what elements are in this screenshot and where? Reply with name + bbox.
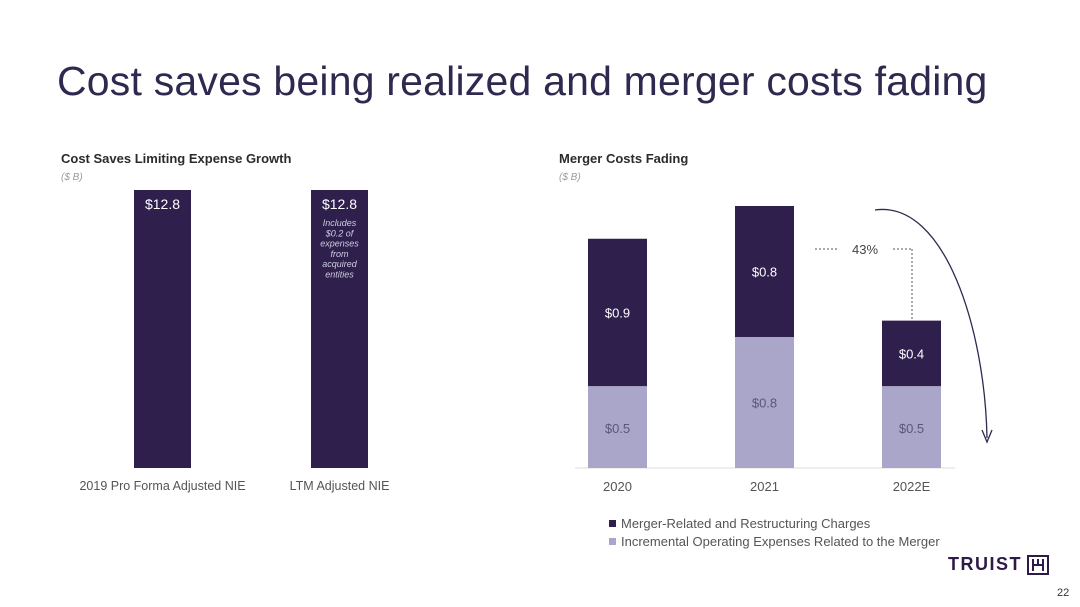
legend-item-incremental-expenses: Incremental Operating Expenses Related t… xyxy=(609,532,940,550)
legend-label: Incremental Operating Expenses Related t… xyxy=(621,533,940,549)
bar-annotation-line: expenses xyxy=(320,239,359,249)
bar-segment-0 xyxy=(588,386,647,468)
bar-segment-1 xyxy=(882,320,941,387)
x-tick-label: 2020 xyxy=(603,479,632,494)
truist-logo: TRUIST xyxy=(948,554,1049,575)
segment-data-label: $0.5 xyxy=(899,421,924,436)
x-tick-label: 2022E xyxy=(893,479,931,494)
page-number: 22 xyxy=(1057,587,1070,599)
segment-data-label: $0.4 xyxy=(899,346,924,361)
bar-segment-0 xyxy=(882,386,941,468)
legend-swatch-dark xyxy=(609,519,616,527)
callout-label: 43% xyxy=(852,242,878,257)
legend-swatch-light xyxy=(609,537,616,545)
bar-segment-1 xyxy=(735,206,794,337)
right-chart-title: Merger Costs Fading xyxy=(559,151,689,166)
bar-segment-0 xyxy=(735,337,794,468)
segment-data-label: $0.8 xyxy=(752,265,777,280)
bar-left-1 xyxy=(311,190,368,468)
bar-data-label: $12.8 xyxy=(322,196,357,212)
x-tick-label: LTM Adjusted NIE xyxy=(290,479,390,493)
left-chart-unit: ($ B) xyxy=(61,172,83,183)
legend-label: Merger-Related and Restructuring Charges xyxy=(621,515,871,531)
logo-text: TRUIST xyxy=(948,554,1022,574)
left-chart-title: Cost Saves Limiting Expense Growth xyxy=(61,151,292,166)
trend-arrow-curve xyxy=(874,208,988,439)
right-chart-legend: Merger-Related and Restructuring Charges… xyxy=(609,514,940,550)
x-tick-label: 2019 Pro Forma Adjusted NIE xyxy=(79,479,245,493)
right-chart-unit: ($ B) xyxy=(559,172,581,183)
legend-item-merger-charges: Merger-Related and Restructuring Charges xyxy=(609,514,940,532)
bar-annotation-line: acquired xyxy=(322,259,358,269)
bar-annotation-line: Includes xyxy=(323,218,357,228)
segment-data-label: $0.9 xyxy=(605,305,630,320)
bar-data-label: $12.8 xyxy=(145,196,180,212)
logo-mark-icon xyxy=(1027,554,1049,575)
segment-data-label: $0.5 xyxy=(605,421,630,436)
trend-arrow-head-icon xyxy=(981,429,993,444)
x-tick-label: 2021 xyxy=(750,479,779,494)
bar-annotation-line: $0.2 of xyxy=(325,228,355,238)
bar-segment-1 xyxy=(588,238,647,387)
page-title: Cost saves being realized and merger cos… xyxy=(57,58,988,104)
bar-annotation-line: entities xyxy=(325,270,354,280)
segment-data-label: $0.8 xyxy=(752,396,777,411)
bar-left-0 xyxy=(134,190,191,468)
bar-annotation-line: from xyxy=(331,249,350,259)
